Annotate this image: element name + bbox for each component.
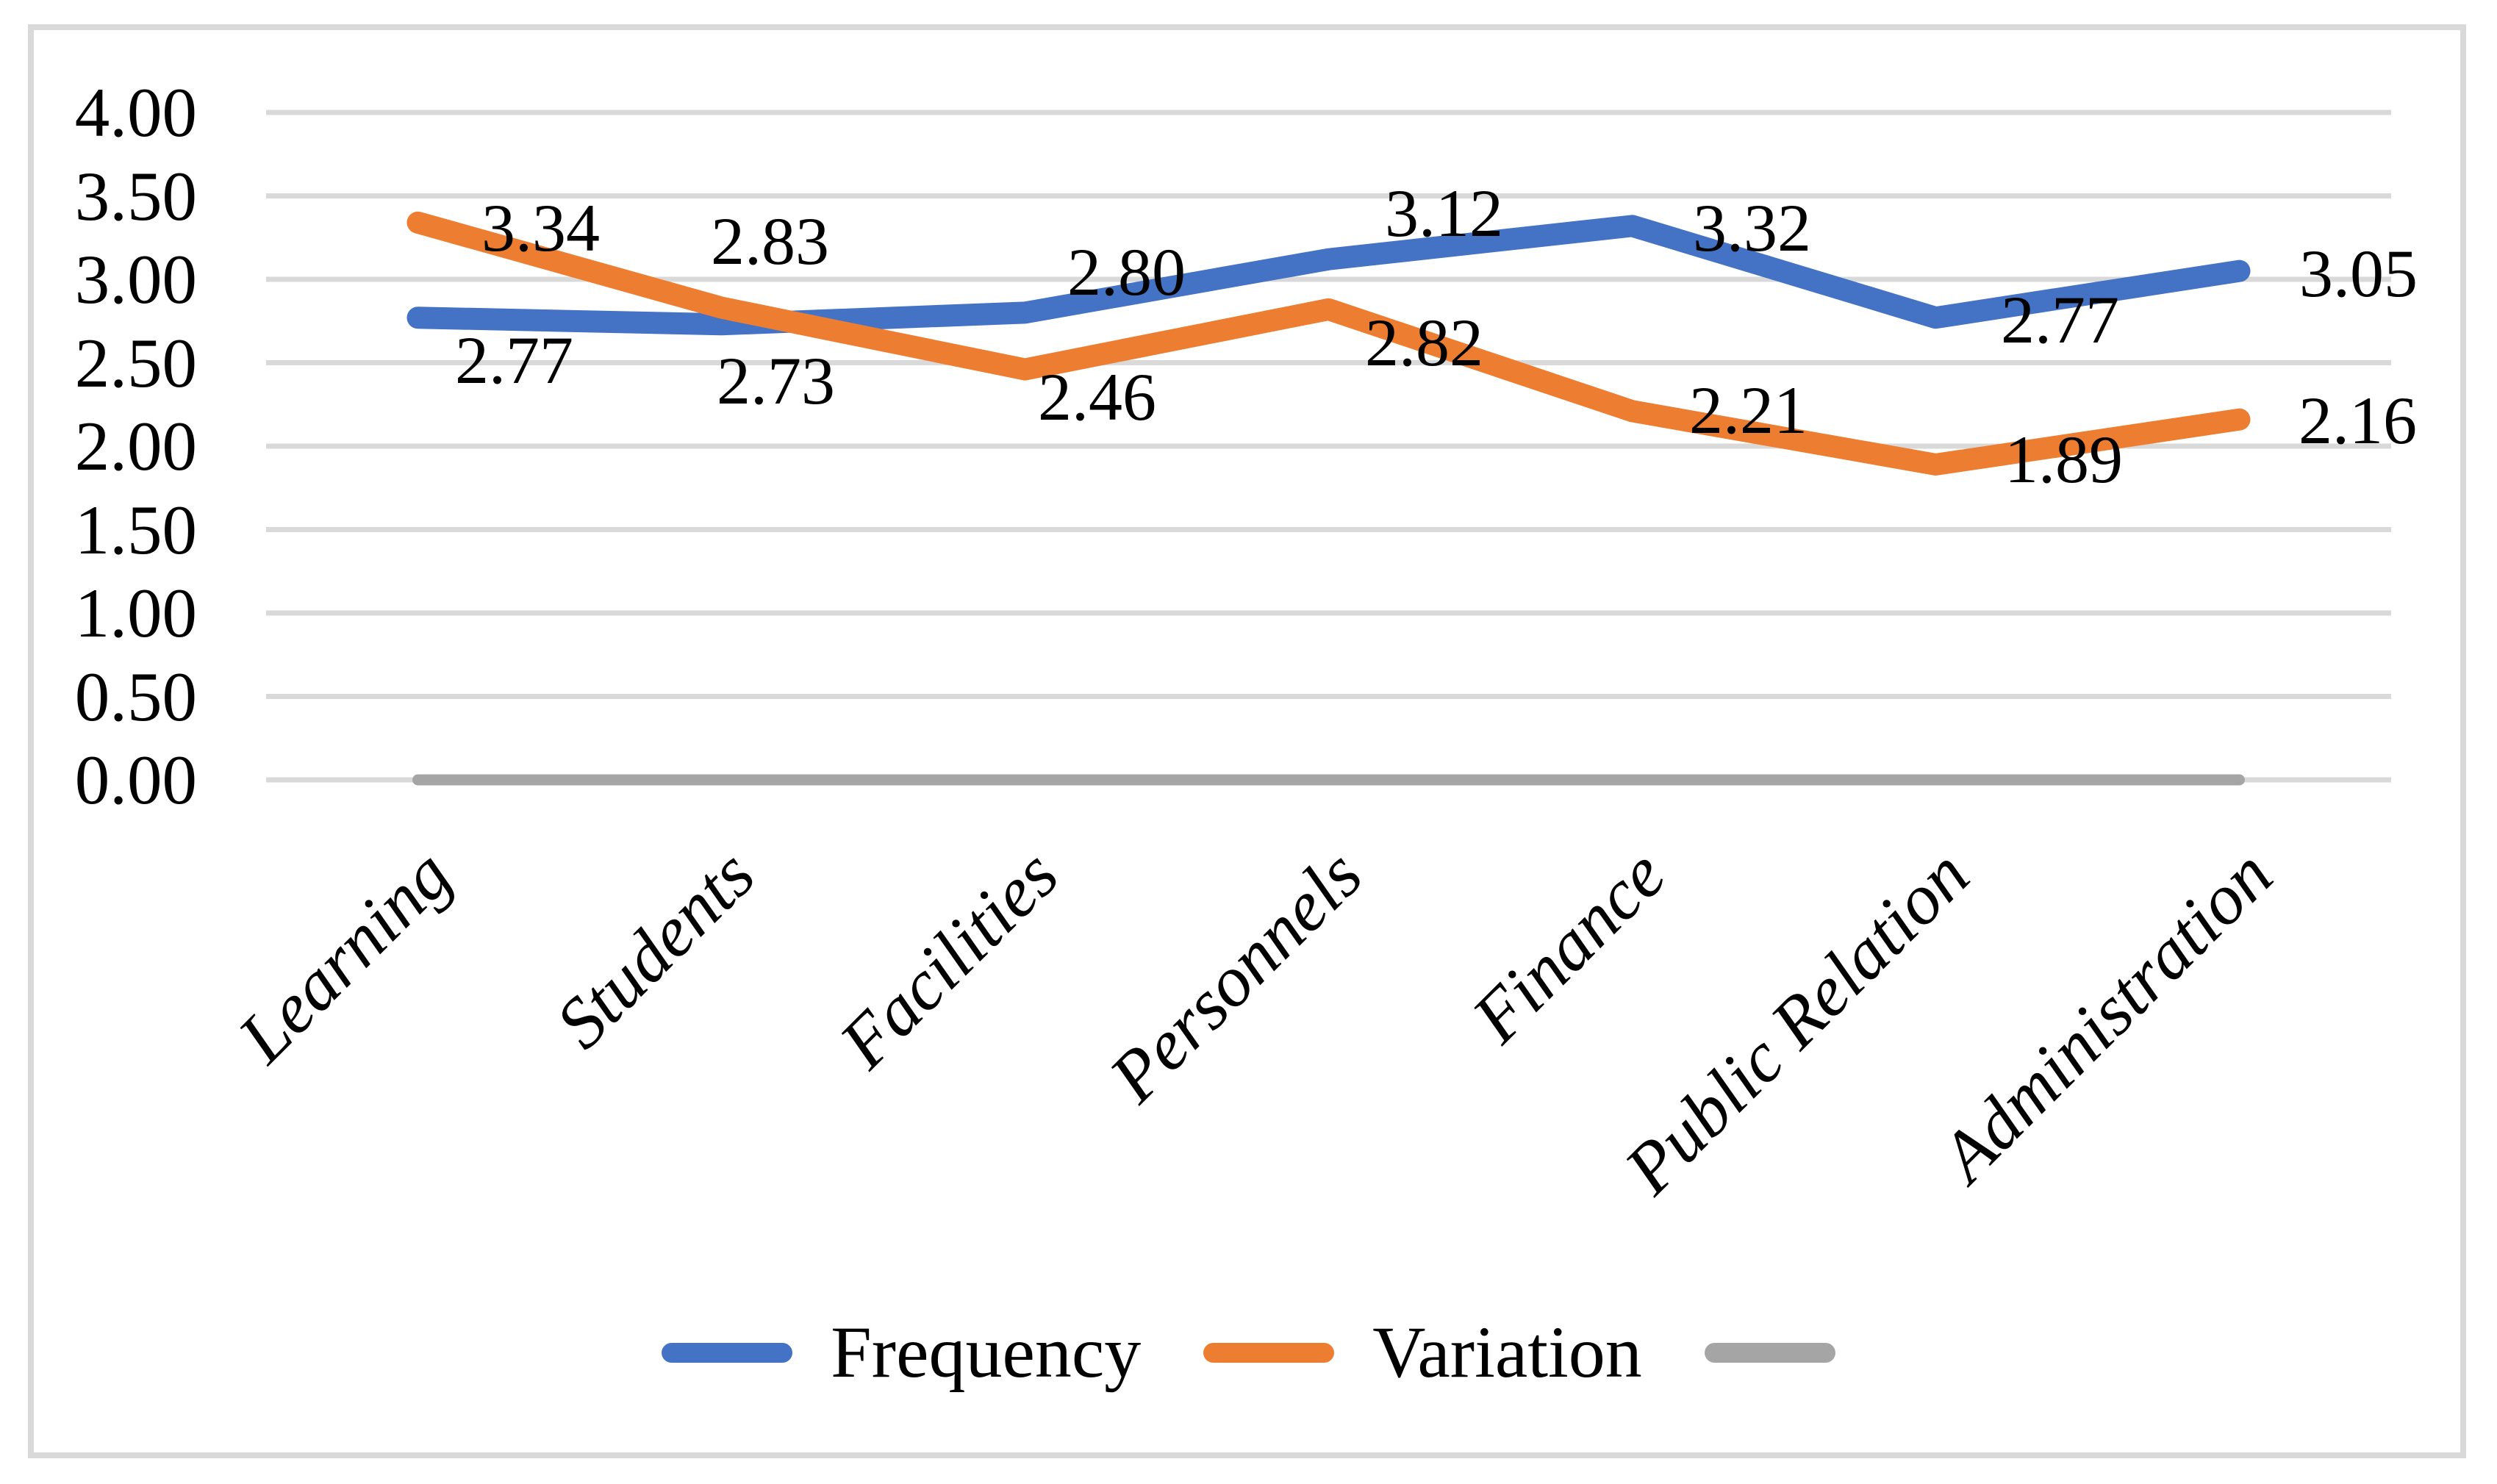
legend-label: Variation: [1372, 1311, 1642, 1393]
legend-item: Variation: [1203, 1311, 1642, 1394]
data-label: 2.16: [2299, 382, 2417, 458]
legend-swatch-frequency: [662, 1342, 793, 1363]
data-label: 2.77: [455, 323, 573, 398]
legend-item: [1704, 1342, 1835, 1363]
y-axis-tick-label: 0.00: [74, 741, 197, 819]
y-axis-tick-label: 1.50: [74, 490, 197, 569]
data-label: 3.12: [1385, 175, 1503, 251]
data-label: 2.21: [1689, 373, 1808, 448]
series-group: [406, 211, 2251, 786]
series-line-variation: [406, 211, 2251, 476]
legend-swatch-baseline: [1704, 1342, 1835, 1363]
data-label: 2.83: [711, 203, 829, 279]
y-axis-tick-label: 3.50: [74, 157, 197, 235]
series-line-frequency: [406, 215, 2251, 336]
figure-border: [28, 24, 2466, 1458]
legend-item: Frequency: [662, 1311, 1141, 1394]
legend: Frequency Variation: [0, 1307, 2497, 1398]
y-axis-tick-label: 1.00: [74, 574, 197, 652]
data-label: 1.89: [2005, 421, 2123, 497]
data-label: 3.34: [481, 190, 600, 265]
legend-swatch-variation: [1203, 1342, 1335, 1363]
data-label: 2.80: [1067, 234, 1186, 310]
y-axis-tick-label: 4.00: [74, 74, 197, 151]
y-axis-tick-label: 2.50: [74, 323, 197, 402]
data-label: 2.82: [1365, 304, 1483, 380]
y-axis-tick-label: 0.50: [74, 657, 197, 736]
legend-label: Frequency: [831, 1311, 1142, 1393]
data-label: 3.32: [1693, 190, 1811, 266]
data-label: 2.77: [2001, 282, 2119, 358]
data-label: 3.05: [2299, 235, 2418, 311]
data-label: 2.73: [717, 343, 835, 419]
y-axis-tick-label: 2.00: [74, 407, 197, 485]
data-label: 2.46: [1038, 359, 1156, 434]
y-axis-tick-label: 3.00: [74, 240, 197, 318]
